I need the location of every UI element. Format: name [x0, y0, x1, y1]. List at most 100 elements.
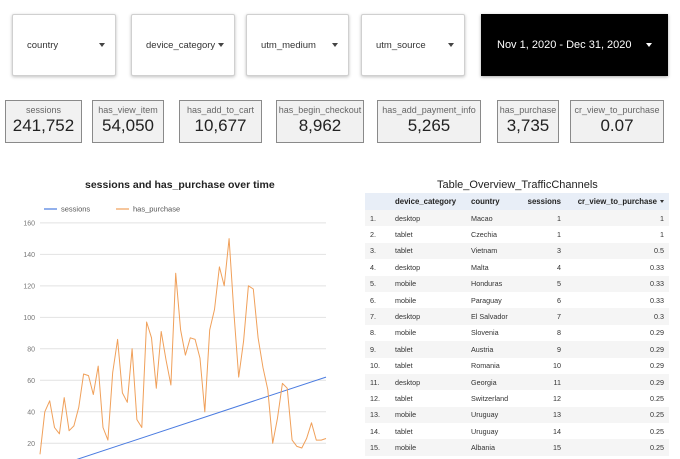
- scorecard-label: sessions: [25, 105, 61, 115]
- table-row[interactable]: 15. mobile Albania 15 0.25: [365, 439, 669, 456]
- y-tick-label: 100: [23, 315, 35, 322]
- chevron-down-icon: [99, 43, 105, 47]
- chevron-down-icon: [332, 43, 338, 47]
- cell-device-category: tablet: [395, 361, 413, 371]
- legend-label: has_purchase: [133, 205, 180, 214]
- scorecard-has-add-to-cart: has_add_to_cart 10,677: [179, 100, 262, 143]
- cell-device-category: tablet: [395, 393, 413, 403]
- table-row[interactable]: 4. desktop Malta 4 0.33: [365, 259, 669, 275]
- cell-country: Georgia: [471, 377, 497, 387]
- chevron-down-icon: [646, 43, 652, 47]
- filter-label: utm_medium: [261, 39, 316, 51]
- date-range-label: Nov 1, 2020 - Dec 31, 2020: [497, 39, 632, 51]
- scorecard-value: 241,752: [12, 116, 75, 135]
- chart-title: sessions and has_purchase over time: [85, 179, 275, 191]
- row-index: 8.: [370, 328, 376, 338]
- row-index: 2.: [370, 230, 376, 240]
- table-row[interactable]: 3. tablet Vietnam 3 0.5: [365, 242, 669, 260]
- cell-sessions: 12: [553, 393, 561, 403]
- y-tick-label: 20: [27, 441, 35, 448]
- filter-country[interactable]: country: [12, 14, 116, 76]
- date-range-picker[interactable]: Nov 1, 2020 - Dec 31, 2020: [481, 14, 668, 76]
- filter-label: device_category: [146, 39, 216, 51]
- cell-cr-view-to-purchase: 0.3: [654, 312, 664, 322]
- column-header-label: cr_view_to_purchase: [577, 197, 657, 206]
- row-index: 7.: [370, 312, 376, 322]
- cell-cr-view-to-purchase: 0.25: [650, 426, 664, 436]
- scorecard-sessions: sessions 241,752: [5, 100, 82, 143]
- table-row[interactable]: 9. tablet Austria 9 0.29: [365, 341, 669, 358]
- cell-sessions: 5: [557, 279, 561, 289]
- scorecard-label: has_purchase: [499, 105, 557, 115]
- row-index: 6.: [370, 295, 376, 305]
- cell-sessions: 4: [557, 262, 561, 272]
- table-row[interactable]: 7. desktop El Salvador 7 0.3: [365, 308, 669, 325]
- filter-device-category[interactable]: device_category: [131, 14, 235, 76]
- scorecard-label: has_add_to_cart: [186, 105, 255, 115]
- table-row[interactable]: 14. tablet Uruguay 14 0.25: [365, 423, 669, 439]
- scorecard-cr-view-to-purchase: cr_view_to_purchase 0.07: [570, 100, 664, 143]
- traffic-channels-table: device_category country sessions cr_view…: [365, 193, 669, 456]
- cell-cr-view-to-purchase: 0.33: [650, 262, 664, 272]
- table-row[interactable]: 8. mobile Slovenia 8 0.29: [365, 325, 669, 341]
- cell-country: Switzerland: [471, 393, 509, 403]
- cell-sessions: 7: [557, 312, 561, 322]
- table-row[interactable]: 2. tablet Czechia 1 1: [365, 226, 669, 242]
- scorecard-value: 54,050: [102, 116, 154, 135]
- line-chart: 20 40 60 80 100 120 140 160 sessions has_purchase: [23, 205, 327, 459]
- table-row[interactable]: 13. mobile Uruguay 13 0.25: [365, 406, 669, 424]
- cell-country: Vietnam: [471, 246, 498, 256]
- table-row[interactable]: 1. desktop Macao 1 1: [365, 210, 669, 227]
- scorecard-has-view-item: has_view_item 54,050: [92, 100, 164, 143]
- scorecard-value: 8,962: [298, 116, 342, 135]
- series-line: [76, 376, 327, 459]
- filter-utm-medium[interactable]: utm_medium: [246, 14, 349, 76]
- scorecard-has-begin-checkout: has_begin_checkout 8,962: [276, 100, 364, 143]
- cell-device-category: tablet: [395, 230, 413, 240]
- scorecard-value: 10,677: [194, 116, 247, 135]
- scorecard-value: 5,265: [407, 116, 451, 135]
- table-row[interactable]: 10. tablet Romania 10 0.29: [365, 358, 669, 374]
- cell-device-category: mobile: [395, 295, 417, 305]
- column-header-country[interactable]: country: [471, 197, 500, 206]
- row-index: 13.: [370, 410, 380, 420]
- cell-device-category: tablet: [395, 246, 413, 256]
- y-tick-label: 160: [23, 220, 35, 227]
- table-body: 1. desktop Macao 1 1 2. tablet Czechia 1 1 3. table…: [365, 210, 669, 456]
- row-index: 3.: [370, 246, 376, 256]
- cell-cr-view-to-purchase: 0.29: [650, 344, 664, 354]
- cell-country: Macao: [471, 213, 493, 223]
- cell-cr-view-to-purchase: 0.29: [650, 328, 664, 338]
- cell-country: El Salvador: [471, 312, 508, 322]
- y-tick-label: 140: [23, 252, 35, 259]
- series-line: [39, 238, 327, 455]
- cell-country: Albania: [471, 443, 495, 453]
- y-tick-label: 40: [27, 409, 35, 416]
- column-header-cr-view-to-purchase[interactable]: cr_view_to_purchase: [565, 197, 669, 206]
- table-row[interactable]: 11. desktop Georgia 11 0.29: [365, 373, 669, 391]
- row-index: 14.: [370, 426, 380, 436]
- cell-sessions: 9: [557, 344, 561, 354]
- cell-cr-view-to-purchase: 0.33: [650, 295, 664, 305]
- cell-country: Paraguay: [471, 295, 502, 305]
- cell-sessions: 14: [553, 426, 561, 436]
- row-index: 10.: [370, 361, 380, 371]
- filter-utm-source[interactable]: utm_source: [361, 14, 465, 76]
- row-index: 1.: [370, 213, 376, 223]
- cell-sessions: 15: [553, 443, 561, 453]
- table-row[interactable]: 6. mobile Paraguay 6 0.33: [365, 292, 669, 308]
- cell-sessions: 11: [553, 377, 561, 387]
- cell-sessions: 8: [557, 328, 561, 338]
- chevron-down-icon: [218, 43, 224, 47]
- row-index: 5.: [370, 279, 376, 289]
- row-index: 12.: [370, 393, 380, 403]
- table-title: Table_Overview_TrafficChannels: [437, 179, 598, 191]
- column-header-sessions[interactable]: sessions: [527, 197, 561, 206]
- table-row[interactable]: 5. mobile Honduras 5 0.33: [365, 275, 669, 292]
- table-row[interactable]: 12. tablet Switzerland 12 0.25: [365, 390, 669, 406]
- scorecard-label: has_view_item: [98, 105, 158, 115]
- column-header-device-category[interactable]: device_category: [395, 197, 457, 206]
- cell-cr-view-to-purchase: 0.25: [650, 393, 664, 403]
- scorecard-value: 3,735: [506, 116, 550, 135]
- cell-country: Romania: [471, 361, 500, 371]
